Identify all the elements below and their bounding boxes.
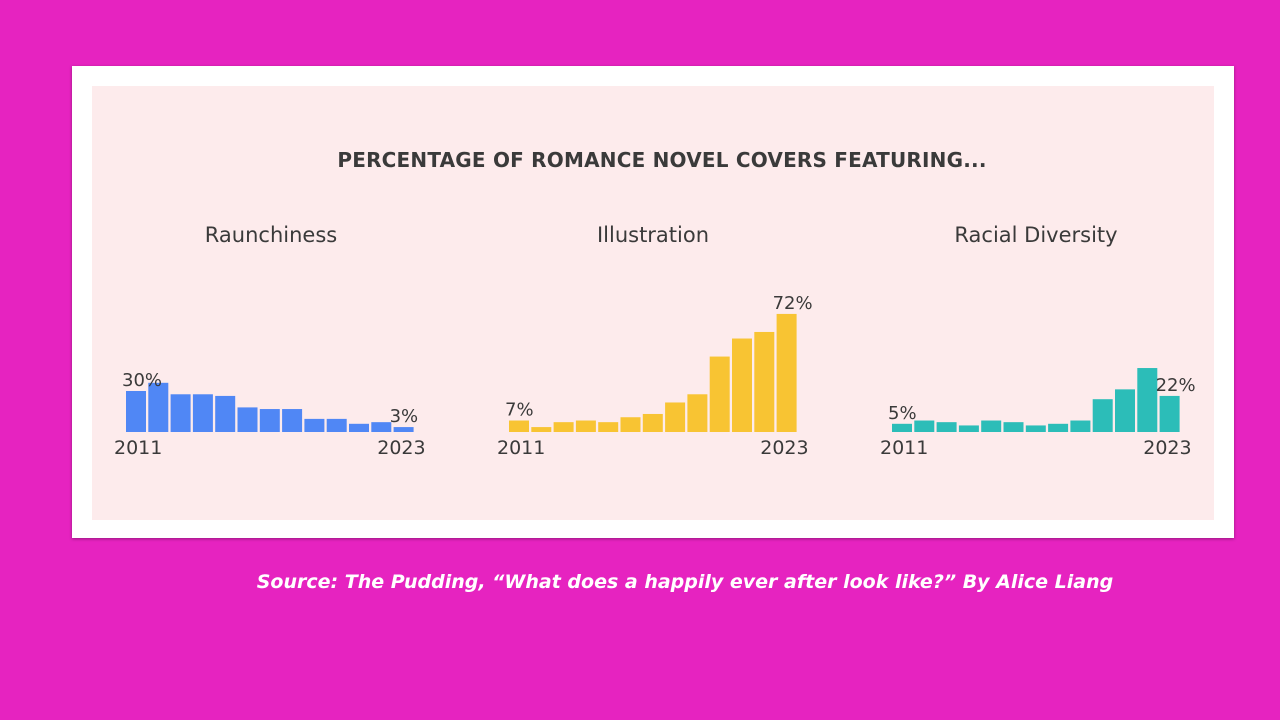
raunchiness-bar-2017 bbox=[259, 409, 280, 432]
illustration-bar-2012 bbox=[531, 427, 552, 432]
racial-diversity-bar-2013 bbox=[936, 422, 957, 432]
illustration-bar-2021 bbox=[732, 338, 752, 432]
racial-diversity-bar-2022 bbox=[1137, 368, 1158, 432]
illustration-bar-2011 bbox=[509, 420, 529, 432]
raunchiness-x-start-label: 2011 bbox=[114, 437, 162, 459]
raunchiness-bar-2015 bbox=[215, 395, 236, 432]
illustration-x-end-label: 2023 bbox=[760, 437, 808, 459]
racial-diversity-data-label-2023: 22% bbox=[1156, 375, 1196, 396]
raunchiness-bar-2019 bbox=[304, 418, 325, 432]
racial-diversity-x-end-label: 2023 bbox=[1143, 437, 1191, 459]
source-caption: Source: The Pudding, “What does a happil… bbox=[256, 571, 1114, 593]
raunchiness-bar-2021 bbox=[349, 423, 369, 432]
racial-diversity-bar-2011 bbox=[892, 423, 912, 432]
illustration-bar-2022 bbox=[754, 331, 775, 432]
illustration-x-start-label: 2011 bbox=[497, 437, 545, 459]
illustration-bar-2018 bbox=[665, 402, 686, 432]
raunchiness-data-label-2011: 30% bbox=[122, 370, 162, 391]
racial-diversity-title: Racial Diversity bbox=[954, 223, 1117, 247]
chart-card: PERCENTAGE OF ROMANCE NOVEL COVERS FEATU… bbox=[72, 66, 1234, 538]
raunchiness-data-label-2023: 3% bbox=[390, 406, 419, 427]
illustration-bar-2013 bbox=[553, 422, 574, 432]
racial-diversity-bar-2023 bbox=[1159, 395, 1180, 432]
chart-panel: PERCENTAGE OF ROMANCE NOVEL COVERS FEATU… bbox=[92, 86, 1214, 520]
raunchiness-bar-2022 bbox=[371, 422, 392, 432]
main-title: PERCENTAGE OF ROMANCE NOVEL COVERS FEATU… bbox=[337, 148, 987, 172]
raunchiness-title: Raunchiness bbox=[205, 223, 337, 247]
raunchiness-x-end-label: 2023 bbox=[377, 437, 425, 459]
illustration-title: Illustration bbox=[597, 223, 709, 247]
raunchiness-bar-2020 bbox=[326, 418, 347, 432]
raunchiness-bar-2012 bbox=[148, 382, 169, 432]
racial-diversity-bar-2019 bbox=[1070, 420, 1091, 432]
illustration-bar-2015 bbox=[598, 422, 619, 432]
racial-diversity-x-start-label: 2011 bbox=[880, 437, 928, 459]
racial-diversity-bar-2014 bbox=[958, 425, 979, 432]
illustration-bar-2019 bbox=[687, 394, 708, 432]
racial-diversity-bar-2021 bbox=[1115, 389, 1135, 432]
racial-diversity-data-label-2011: 5% bbox=[888, 403, 917, 424]
raunchiness-bar-2014 bbox=[192, 394, 213, 432]
racial-diversity-bar-2018 bbox=[1048, 423, 1069, 432]
illustration-bar-2017 bbox=[642, 413, 663, 432]
raunchiness-bar-2018 bbox=[282, 409, 303, 432]
raunchiness-bar-2023 bbox=[393, 427, 414, 432]
illustration-data-label-2023: 72% bbox=[773, 293, 813, 314]
raunchiness-bar-2013 bbox=[170, 394, 191, 432]
racial-diversity-bar-2020 bbox=[1092, 399, 1113, 432]
raunchiness-bar-2016 bbox=[237, 407, 258, 432]
racial-diversity-bar-2017 bbox=[1025, 425, 1046, 432]
raunchiness-bar-2011 bbox=[126, 391, 146, 432]
racial-diversity-bar-2012 bbox=[914, 420, 935, 432]
illustration-bar-2016 bbox=[620, 417, 641, 432]
illustration-bar-2014 bbox=[575, 420, 596, 432]
illustration-data-label-2011: 7% bbox=[505, 400, 534, 421]
racial-diversity-bar-2016 bbox=[1003, 422, 1024, 432]
racial-diversity-bar-2015 bbox=[981, 420, 1002, 432]
illustration-bar-2023 bbox=[776, 313, 797, 432]
illustration-bar-2020 bbox=[709, 356, 730, 432]
